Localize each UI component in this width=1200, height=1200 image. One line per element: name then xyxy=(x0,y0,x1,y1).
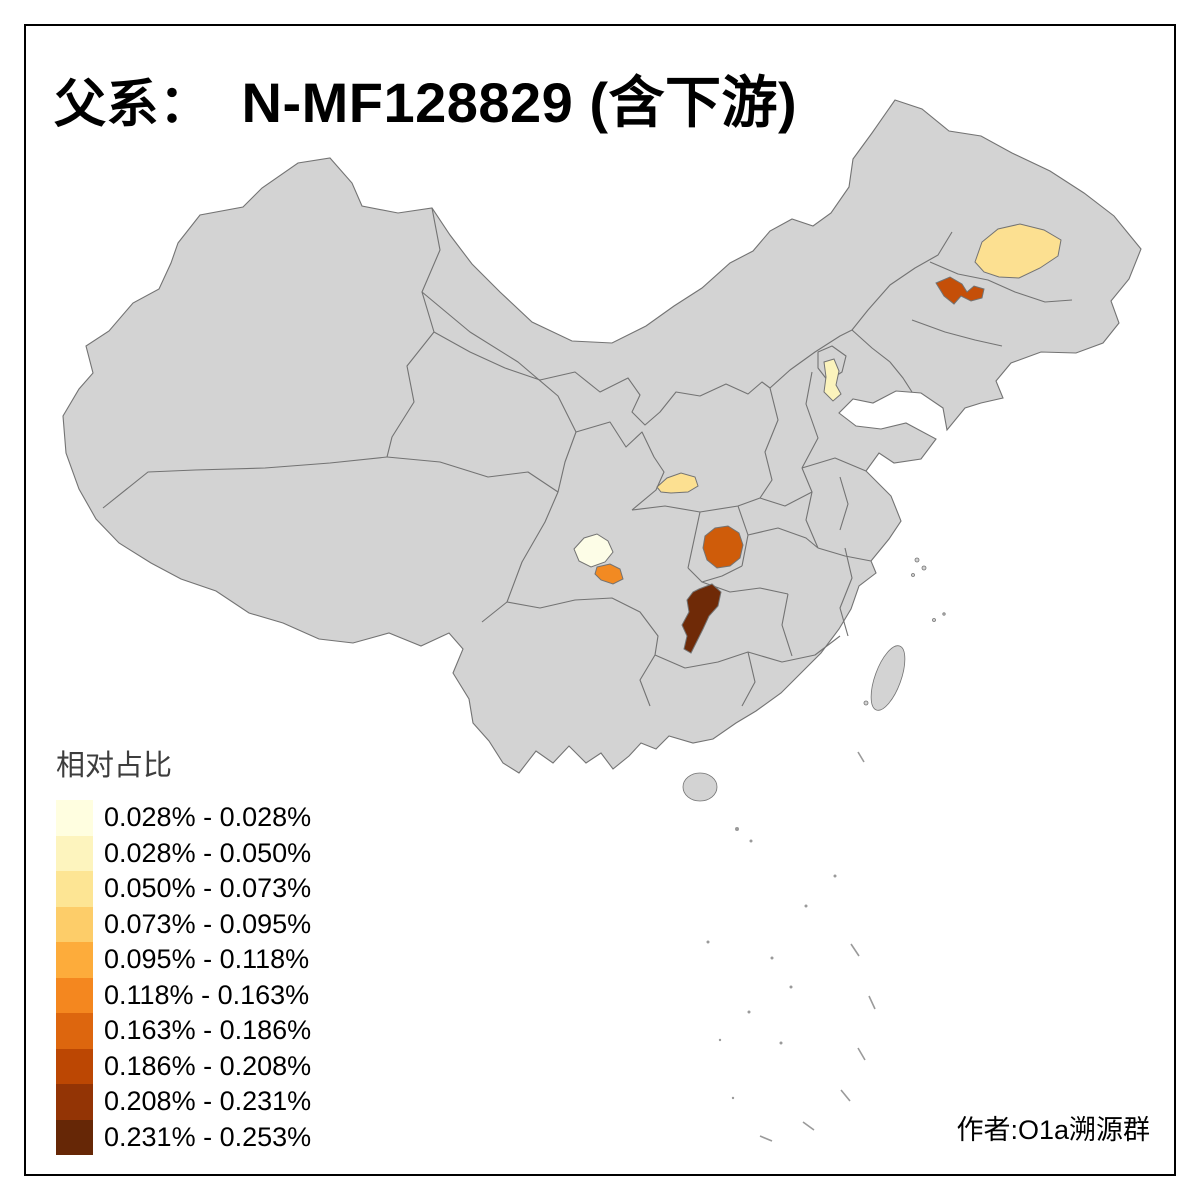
legend-swatch xyxy=(56,800,93,836)
title-haplogroup: N-MF128829 (含下游) xyxy=(241,71,798,134)
legend-swatch xyxy=(56,1013,93,1049)
legend-label: 0.028% - 0.028% xyxy=(104,802,312,833)
legend-swatch xyxy=(56,1119,93,1155)
legend-row: 0.050% - 0.073% xyxy=(56,871,311,907)
attribution: 作者:O1a溯源群 xyxy=(956,1115,1150,1145)
legend-label: 0.163% - 0.186% xyxy=(104,1015,312,1046)
china-mainland xyxy=(62,99,1142,774)
map-region-northeast-central xyxy=(935,276,985,305)
legend-label: 0.186% - 0.208% xyxy=(104,1050,312,1081)
legend-row: 0.028% - 0.050% xyxy=(56,835,312,871)
legend-swatch xyxy=(56,835,93,871)
legend-swatch xyxy=(56,1084,93,1120)
map-region-sichuan-basin-west xyxy=(573,533,614,568)
choropleth-regions xyxy=(573,223,1062,654)
map-region-central-shaanxi xyxy=(656,472,699,494)
legend-label: 0.028% - 0.050% xyxy=(104,837,312,868)
map-region-tianjin-area xyxy=(823,358,842,402)
legend-swatch xyxy=(56,942,93,978)
legend-swatch xyxy=(56,1048,93,1084)
legend-rows: 0.028% - 0.028% 0.028% - 0.050% 0.050% - 0… xyxy=(56,800,311,1155)
legend-row: 0.163% - 0.186% xyxy=(56,1013,311,1049)
legend-row: 0.073% - 0.095% xyxy=(56,906,312,942)
title-prefix: 父系： xyxy=(54,74,212,135)
taiwan-island xyxy=(870,645,906,711)
south-china-sea-marks xyxy=(706,751,876,1142)
map-region-sichuan-south xyxy=(594,563,624,585)
legend-swatch xyxy=(56,871,93,907)
legend-row: 0.028% - 0.028% xyxy=(56,800,311,836)
legend: 相对占比 0.028% - 0.028% 0.028% - 0.050% 0.050… xyxy=(56,742,311,1155)
legend-label: 0.231% - 0.253% xyxy=(104,1121,312,1152)
legend-row: 0.186% - 0.208% xyxy=(56,1048,312,1084)
legend-label: 0.073% - 0.095% xyxy=(104,908,312,939)
legend-row: 0.208% - 0.231% xyxy=(56,1084,311,1120)
map-region-chongqing-south xyxy=(681,583,722,654)
legend-row: 0.231% - 0.253% xyxy=(56,1119,312,1155)
map-region-northeast-north xyxy=(974,223,1062,279)
legend-label: 0.208% - 0.231% xyxy=(104,1086,312,1117)
legend-title: 相对占比 xyxy=(56,750,173,782)
legend-label: 0.050% - 0.073% xyxy=(104,873,312,904)
legend-label: 0.118% - 0.163% xyxy=(104,979,310,1010)
legend-swatch xyxy=(56,977,93,1013)
page-title: 父系： N-MF128829 (含下游) xyxy=(54,58,797,139)
legend-label: 0.095% - 0.118% xyxy=(104,944,310,975)
legend-swatch xyxy=(56,906,93,942)
legend-row: 0.118% - 0.163% xyxy=(56,977,311,1013)
legend-row: 0.095% - 0.118% xyxy=(56,942,311,978)
map-region-chongqing-north xyxy=(702,525,744,569)
hainan-island xyxy=(682,772,718,802)
islands xyxy=(682,557,946,802)
